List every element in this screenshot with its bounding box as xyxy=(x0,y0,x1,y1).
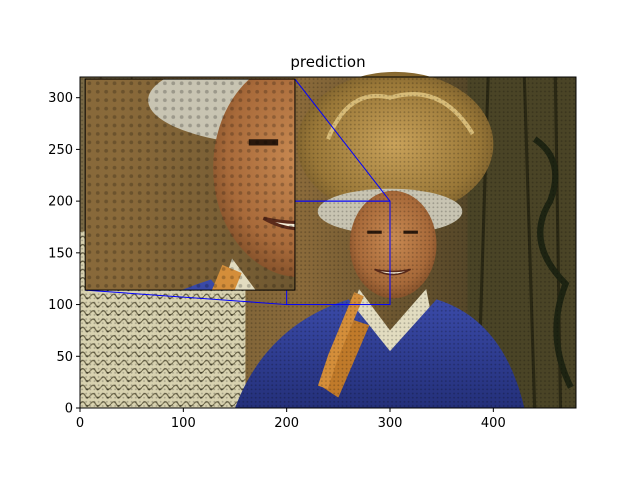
y-tick-label: 200 xyxy=(48,195,73,210)
y-tick-label: 100 xyxy=(48,298,73,313)
y-axis: 0 50 100 150 200 250 300 xyxy=(48,91,80,417)
x-tick-label: 100 xyxy=(171,416,196,431)
x-tick-label: 400 xyxy=(481,416,506,431)
y-tick-label: 250 xyxy=(48,143,73,158)
y-tick-label: 50 xyxy=(56,350,73,365)
x-tick-label: 200 xyxy=(274,416,299,431)
x-axis: 0 100 200 300 400 xyxy=(76,408,506,431)
connector-line xyxy=(85,289,287,306)
chart-title: prediction xyxy=(290,53,365,71)
y-tick-label: 150 xyxy=(48,246,73,261)
x-tick-label: 0 xyxy=(76,416,84,431)
inset-frame xyxy=(84,78,296,291)
y-tick-label: 300 xyxy=(48,91,73,106)
connector-line xyxy=(294,78,391,202)
y-tick-label: 0 xyxy=(65,402,73,417)
x-tick-label: 300 xyxy=(378,416,403,431)
axes-frame xyxy=(79,76,577,409)
